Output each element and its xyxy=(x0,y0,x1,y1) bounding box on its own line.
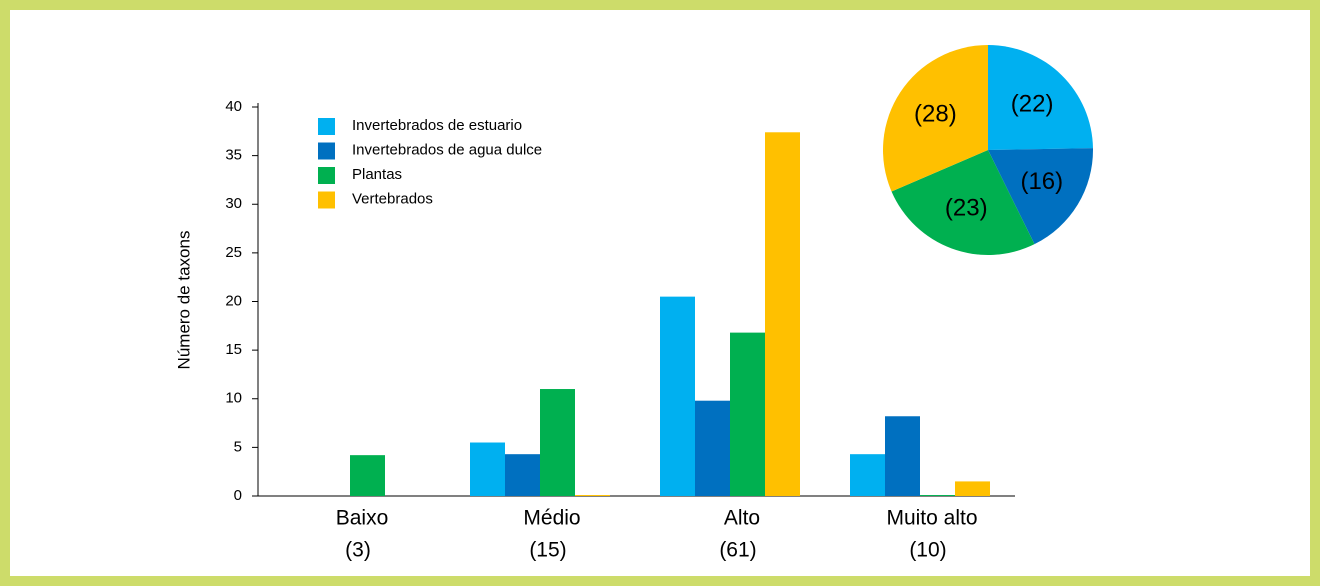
y-tick-label: 35 xyxy=(225,147,242,164)
x-tick-label: Alto xyxy=(724,507,760,530)
y-tick-label: 5 xyxy=(234,438,242,455)
category-total: (3) xyxy=(345,539,371,562)
category-total: (10) xyxy=(909,539,946,562)
bar xyxy=(955,481,990,496)
y-tick-label: 25 xyxy=(225,244,242,261)
x-tick-label: Muito alto xyxy=(886,507,977,530)
y-tick-label: 30 xyxy=(225,195,242,212)
legend-swatch xyxy=(318,142,335,160)
legend-label: Invertebrados de agua dulce xyxy=(352,141,542,158)
y-axis-label: Número de taxons xyxy=(174,231,193,370)
category-total: (61) xyxy=(719,539,756,562)
y-tick-label: 0 xyxy=(234,487,242,504)
bar xyxy=(920,495,955,496)
pie-label: (22) xyxy=(1011,90,1054,117)
bar xyxy=(850,454,885,496)
pie-slice xyxy=(988,45,1093,150)
bar xyxy=(695,400,730,496)
pie-label: (23) xyxy=(945,194,988,221)
y-tick-label: 15 xyxy=(225,341,242,358)
bar xyxy=(660,296,695,496)
bar xyxy=(470,442,505,496)
y-tick-label: 20 xyxy=(225,292,242,309)
pie-label: (28) xyxy=(914,101,957,128)
bar xyxy=(885,416,920,496)
legend-label: Plantas xyxy=(352,166,402,183)
legend-label: Vertebrados xyxy=(352,190,433,207)
bar xyxy=(540,389,575,496)
legend-label: Invertebrados de estuario xyxy=(352,117,522,134)
legend-swatch xyxy=(318,167,335,184)
x-tick-label: Médio xyxy=(523,507,580,530)
y-tick-label: 40 xyxy=(225,98,242,115)
bar xyxy=(575,495,610,496)
pie-slice xyxy=(891,150,1035,255)
pie-slice xyxy=(988,148,1093,245)
pie-slice xyxy=(882,45,988,192)
y-tick-label: 10 xyxy=(225,390,242,407)
bar xyxy=(730,332,765,496)
legend-swatch xyxy=(318,118,335,135)
x-tick-label: Baixo xyxy=(336,507,389,530)
legend-swatch xyxy=(318,191,335,209)
category-total: (15) xyxy=(529,539,566,562)
pie-label: (16) xyxy=(1020,168,1063,195)
bar xyxy=(505,454,540,496)
bar xyxy=(765,132,800,496)
bar xyxy=(350,455,385,496)
